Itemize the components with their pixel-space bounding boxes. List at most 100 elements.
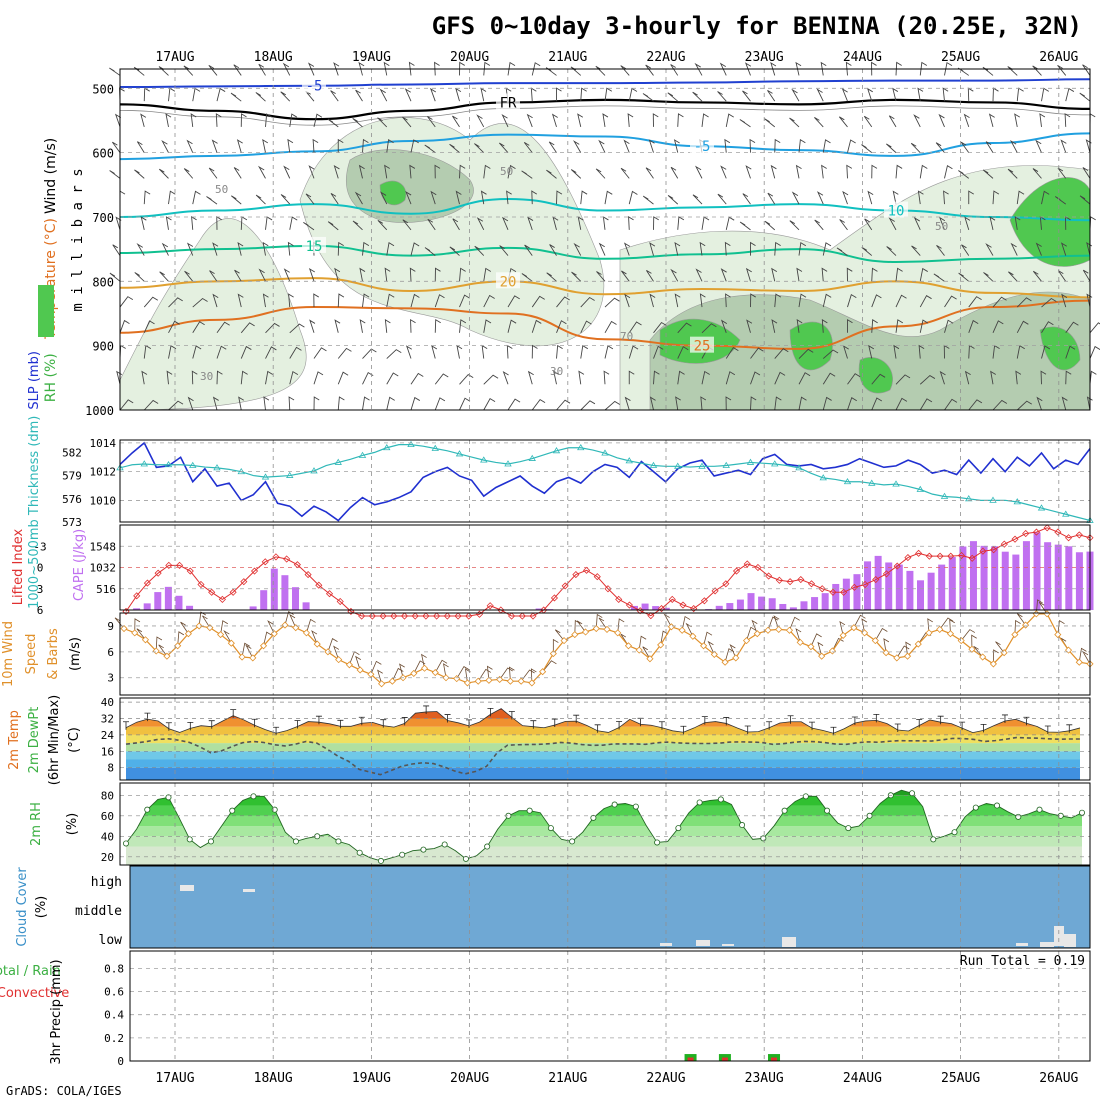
wind-axis-label-group: (m/s) <box>68 637 83 671</box>
wind-barb <box>770 62 777 76</box>
wind-barb <box>796 267 803 282</box>
slp-axis-label: 1000~500mb Thickness (dm) SLP (mb) <box>27 351 42 609</box>
surface-wind-barb <box>377 669 383 684</box>
wind-barb <box>642 93 654 102</box>
wind-speed-marker <box>689 632 697 640</box>
rh-marker <box>845 825 852 832</box>
lifted-index-marker <box>358 612 366 620</box>
rh-shade-area <box>119 218 307 411</box>
cape-bar <box>832 583 840 610</box>
wind-barb <box>111 141 121 153</box>
wind-tick-label: 9 <box>107 620 114 633</box>
cape-bar <box>980 545 988 610</box>
cloud-cover-cell <box>1064 934 1076 947</box>
temp-minmax-bar <box>187 721 194 731</box>
wind-barb <box>936 244 945 256</box>
surface-wind-barb <box>960 629 976 641</box>
rh-marker <box>824 807 831 814</box>
cape-bar <box>906 570 914 610</box>
temp-axis-label: 2m Temp <box>7 710 22 770</box>
lifted-index-marker <box>390 612 398 620</box>
wind-barb <box>839 219 848 231</box>
wind-barb <box>627 113 634 127</box>
precip-convective-bar <box>687 1057 694 1061</box>
wind-barb <box>136 141 145 153</box>
temp-band <box>126 751 1080 760</box>
thickness-marker <box>940 492 949 499</box>
cape-bar <box>1012 554 1020 610</box>
thickness-marker <box>1013 498 1021 505</box>
temp-minmax-bar <box>444 714 451 723</box>
temp-minmax-bar <box>701 716 708 725</box>
wind-barb <box>1041 297 1057 308</box>
wind-barb <box>596 271 606 282</box>
lifted-index-marker <box>957 551 966 560</box>
wind-barb <box>262 139 269 153</box>
wind-barb <box>474 143 485 153</box>
wind-barb <box>109 272 121 282</box>
pressure-axis-label-group: m i l l i b a r s <box>70 168 86 311</box>
wind-barb <box>1089 345 1100 359</box>
wind-barb <box>265 322 280 334</box>
wind-barb <box>724 138 731 153</box>
wind-barb <box>939 370 946 385</box>
temp-band <box>126 726 1080 735</box>
thickness-marker <box>528 454 536 461</box>
rh-marker <box>186 836 193 843</box>
wind-speed-marker <box>571 631 579 639</box>
wind-barb <box>230 92 242 102</box>
surface-wind-barb <box>311 630 318 645</box>
wind-barb <box>383 61 390 76</box>
thickness-marker <box>649 461 658 468</box>
temp-minmax-bar <box>959 721 966 731</box>
temp-axis-label-group: (6hr Min/Max) <box>47 695 62 785</box>
surface-wind-barb <box>263 631 272 646</box>
lifted-index-marker <box>711 587 719 595</box>
lifted-index-marker <box>443 612 451 620</box>
wind-speed-marker <box>936 625 944 633</box>
wind-barb <box>888 115 897 128</box>
wind-barb <box>386 396 395 411</box>
panel-frame <box>129 950 1091 1062</box>
wind-barb <box>623 242 631 256</box>
wind-barb <box>240 370 248 385</box>
wind-barb <box>628 370 635 385</box>
temp-minmax-bar <box>616 721 623 730</box>
wind-barb <box>798 138 806 153</box>
wind-barb <box>578 370 585 385</box>
wind-barb <box>358 164 365 179</box>
temp-tick-label: 16 <box>101 745 114 758</box>
wind-barb <box>434 397 446 411</box>
rh-marker <box>123 840 130 847</box>
surface-wind-barb <box>245 644 254 659</box>
wind-barb <box>667 195 679 205</box>
temp-minmax-bar <box>294 720 301 729</box>
wind-barb <box>359 267 366 282</box>
precip-tick-label: 0.6 <box>104 986 124 999</box>
wind-barb <box>767 192 776 205</box>
wind-barb <box>405 345 412 359</box>
wind-barb <box>168 320 180 334</box>
lifted-index-marker <box>400 612 409 620</box>
lifted-index-marker <box>572 571 580 579</box>
wind-barb <box>983 272 994 282</box>
thickness-marker <box>819 474 827 481</box>
surface-wind-barb <box>542 660 557 672</box>
wind-barb <box>280 91 291 102</box>
wind-barb <box>556 399 571 411</box>
wind-barb <box>303 222 315 231</box>
wind-speed-marker <box>753 630 761 638</box>
wind-barb <box>119 399 134 411</box>
wind-speed-marker <box>560 637 568 645</box>
surface-wind-barb <box>773 615 780 630</box>
wind-barb <box>531 344 538 359</box>
rh-band <box>126 836 1082 847</box>
lifted-index-marker <box>882 570 891 578</box>
surface-wind-barb <box>241 642 250 658</box>
credit-text: GrADS: COLA/IGES <box>6 1084 122 1098</box>
wind-barb <box>674 241 681 256</box>
temp-minmax-bar <box>766 721 773 730</box>
cape-bar <box>1001 551 1009 610</box>
thickness-marker <box>746 458 755 465</box>
wind-barb <box>408 61 415 76</box>
